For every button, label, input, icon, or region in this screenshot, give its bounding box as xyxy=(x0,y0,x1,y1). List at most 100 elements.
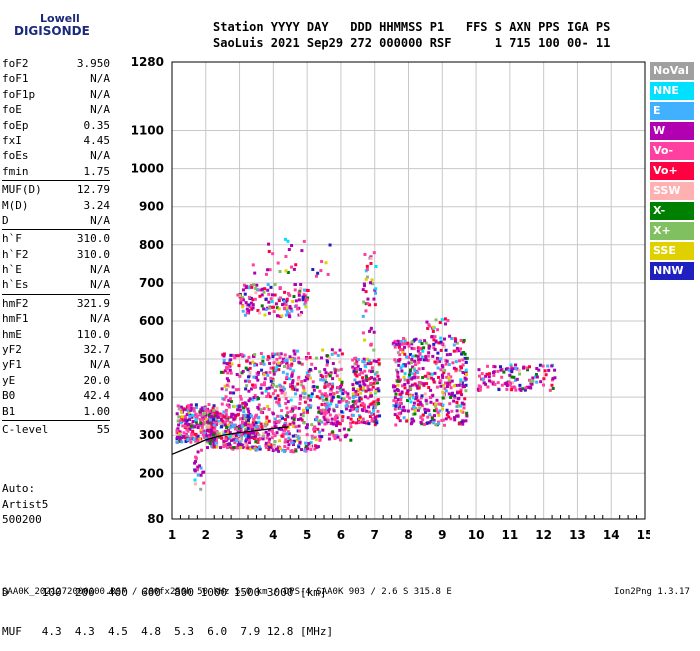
echo-point xyxy=(273,293,277,297)
echo-point xyxy=(328,432,332,436)
echo-point xyxy=(252,375,256,379)
echo-point xyxy=(176,404,180,408)
echo-point xyxy=(372,408,376,412)
echo-point xyxy=(338,395,342,399)
echo-point xyxy=(417,358,421,362)
echo-point xyxy=(243,292,247,296)
echo-point xyxy=(367,422,371,426)
echo-point xyxy=(416,370,420,374)
echo-point xyxy=(436,420,440,424)
echo-point xyxy=(241,309,245,313)
echo-point xyxy=(273,417,277,421)
echo-point xyxy=(176,419,180,423)
echo-point xyxy=(193,478,197,482)
echo-point xyxy=(319,378,323,382)
echo-point xyxy=(264,424,268,428)
echo-point xyxy=(262,383,266,387)
echo-point xyxy=(349,406,353,410)
echo-point xyxy=(419,402,423,406)
echo-point xyxy=(325,411,329,415)
echo-point xyxy=(412,419,416,423)
echo-point xyxy=(194,435,198,439)
echo-point xyxy=(312,384,316,388)
echo-point xyxy=(346,416,350,420)
echo-point xyxy=(403,378,407,382)
echo-point xyxy=(368,303,372,307)
echo-point xyxy=(321,375,325,379)
echo-point xyxy=(366,396,370,400)
echo-point xyxy=(300,383,304,387)
echo-point xyxy=(417,360,421,364)
echo-point xyxy=(209,414,213,418)
param-value: N/A xyxy=(90,278,110,292)
echo-point xyxy=(194,456,198,460)
echo-point xyxy=(430,416,434,420)
echo-point xyxy=(210,431,214,435)
echo-point xyxy=(303,392,307,396)
echo-point xyxy=(330,395,334,399)
echo-point xyxy=(271,305,275,309)
echo-point xyxy=(398,419,402,423)
echo-point xyxy=(338,377,342,381)
echo-point xyxy=(231,435,235,439)
echo-point xyxy=(184,436,188,440)
echo-point xyxy=(254,414,258,418)
echo-point xyxy=(320,260,324,264)
param-value: 1.75 xyxy=(83,164,111,178)
echo-point xyxy=(250,431,254,435)
echo-point xyxy=(453,395,457,399)
echo-point xyxy=(344,407,348,411)
echo-point xyxy=(455,409,459,413)
echo-point xyxy=(479,385,483,389)
echo-point xyxy=(243,401,247,405)
echo-point xyxy=(398,404,402,408)
echo-point xyxy=(194,432,198,436)
echo-point xyxy=(338,428,342,432)
echo-point xyxy=(327,407,331,411)
echo-point xyxy=(375,360,379,364)
autoscaling-info: Auto: Artist5 500200 xyxy=(2,481,48,528)
echo-point xyxy=(236,354,240,358)
param-name: h`Es xyxy=(2,278,29,292)
echo-point xyxy=(251,354,255,358)
ionogram-chart: 1 2 3 4 5 6 7 8 9 10 11 12 13 14 15 802003004005006007… xyxy=(131,55,650,542)
echo-point xyxy=(340,383,344,387)
echo-point xyxy=(509,363,513,367)
echo-point xyxy=(290,309,294,313)
echo-point xyxy=(433,360,437,364)
echo-point xyxy=(298,429,302,433)
echo-point xyxy=(431,325,435,329)
echo-point xyxy=(298,289,302,293)
echo-point xyxy=(285,306,289,310)
echo-point xyxy=(248,447,252,451)
y-tick-label: 900 xyxy=(139,200,164,214)
echo-point xyxy=(328,356,332,360)
echo-point xyxy=(271,252,275,256)
echo-point xyxy=(278,447,282,451)
echo-point xyxy=(297,356,301,360)
param-name: yF1 xyxy=(2,358,22,372)
echo-point xyxy=(220,436,224,440)
echo-point xyxy=(227,365,231,369)
echo-point xyxy=(175,435,179,439)
echo-point xyxy=(500,383,504,387)
echo-point xyxy=(416,399,420,403)
echo-point xyxy=(432,420,436,424)
echo-point xyxy=(311,267,315,271)
echo-point xyxy=(477,374,481,378)
echo-point xyxy=(457,396,461,400)
echo-point xyxy=(212,423,216,427)
echo-point xyxy=(433,414,437,418)
echo-point xyxy=(244,402,248,406)
echo-point xyxy=(252,428,256,432)
echo-point xyxy=(335,390,339,394)
echo-point xyxy=(278,269,282,273)
echo-point xyxy=(303,379,307,383)
echo-point xyxy=(313,429,317,433)
param-value: 310.0 xyxy=(76,232,110,246)
echo-point xyxy=(261,355,265,359)
echo-point xyxy=(482,381,486,385)
echo-point xyxy=(460,352,464,356)
echo-point xyxy=(285,358,289,362)
echo-point xyxy=(239,301,243,305)
